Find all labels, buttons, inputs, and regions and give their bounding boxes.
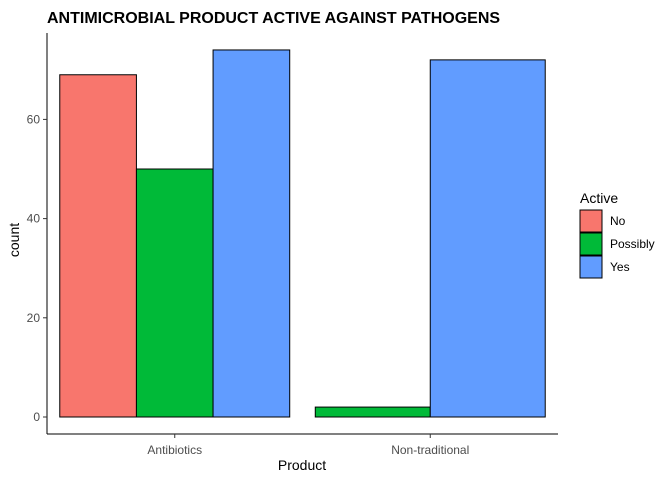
legend-key-yes <box>579 255 603 279</box>
legend-label-possibly: Possibly <box>610 237 655 251</box>
bar-possibly-non-traditional <box>314 406 431 418</box>
bar-no-antibiotics <box>59 74 137 418</box>
axes-layer: 0 20 40 60 Antibiotics Non-traditional <box>27 33 558 457</box>
legend-key-no <box>579 209 603 233</box>
y-axis-label: count <box>6 223 22 257</box>
x-tick-label: Antibiotics <box>147 443 202 457</box>
legend-label-no: No <box>610 214 626 228</box>
legend-title: Active <box>580 190 618 206</box>
x-axis-label: Product <box>278 457 326 473</box>
chart-title: ANTIMICROBIAL PRODUCT ACTIVE AGAINST PAT… <box>47 10 500 27</box>
bar-yes-antibiotics <box>212 49 291 418</box>
x-tick-label: Non-traditional <box>391 443 469 457</box>
bar-possibly-antibiotics <box>135 168 214 418</box>
y-tick-label: 0 <box>33 410 40 424</box>
y-tick-label: 60 <box>27 112 41 126</box>
y-tick-label: 20 <box>27 311 41 325</box>
bars-layer <box>59 49 546 418</box>
legend-key-possibly <box>579 232 603 256</box>
bar-yes-non-traditional <box>429 59 546 418</box>
y-tick-label: 40 <box>27 212 41 226</box>
legend: Active No Possibly Yes <box>579 190 655 279</box>
legend-label-yes: Yes <box>610 260 630 274</box>
